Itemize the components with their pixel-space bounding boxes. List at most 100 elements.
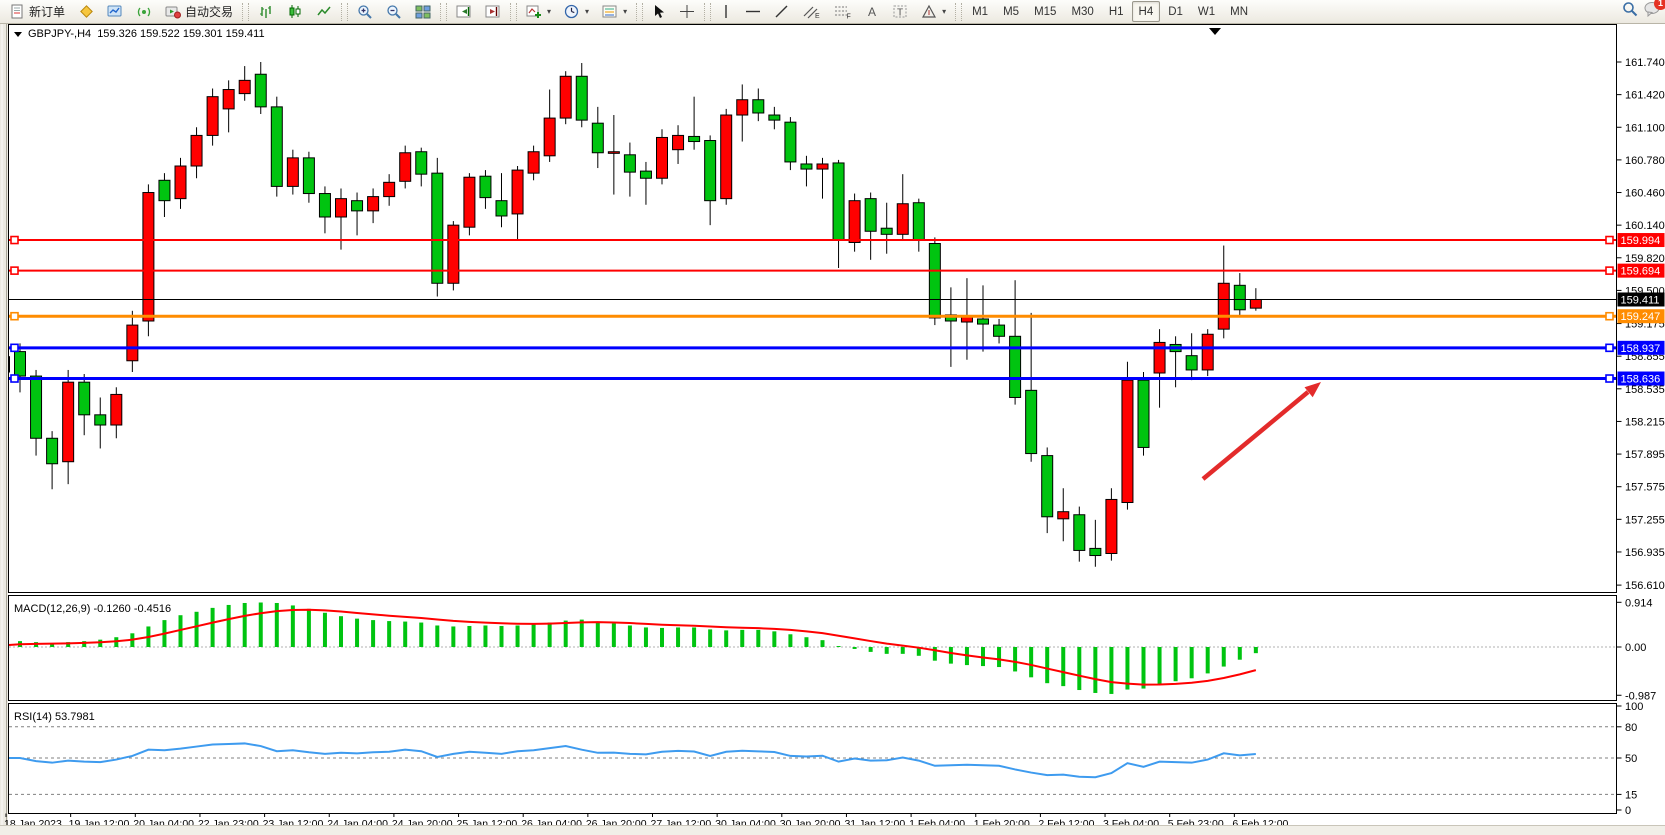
new-order-button[interactable]: 新订单: [4, 1, 71, 22]
metaeditor-button[interactable]: [72, 1, 100, 22]
svg-text:26 Jan 04:00: 26 Jan 04:00: [521, 818, 582, 825]
svg-text:20 Jan 04:00: 20 Jan 04:00: [133, 818, 194, 825]
chart-shift-icon: [485, 4, 501, 19]
toolbar-separator: [955, 2, 963, 21]
chart-window: 161.740 161.420 161.100 160.780 160.460 160.1…: [0, 24, 1665, 830]
trendline-button[interactable]: [768, 1, 796, 22]
svg-text:160.460: 160.460: [1625, 188, 1665, 200]
svg-text:25 Jan 12:00: 25 Jan 12:00: [457, 818, 518, 825]
chart-shift-button[interactable]: [479, 1, 507, 22]
svg-text:5 Feb 23:00: 5 Feb 23:00: [1168, 818, 1224, 825]
svg-text:157.575: 157.575: [1625, 482, 1665, 494]
timeframe-m5-label: M5: [1003, 5, 1020, 18]
svg-text:24 Jan 20:00: 24 Jan 20:00: [392, 818, 453, 825]
timeframe-m1[interactable]: M1: [965, 1, 995, 22]
indicators-icon: [526, 4, 542, 19]
timeframe-h4-label: H4: [1138, 5, 1154, 18]
macd-signal-line: [8, 608, 1257, 686]
svg-text:2 Feb 12:00: 2 Feb 12:00: [1038, 818, 1094, 825]
candlestick-series: [9, 62, 1262, 567]
text-label-icon: T: [892, 4, 908, 19]
svg-text:161.100: 161.100: [1625, 122, 1665, 134]
shapes-button[interactable]: ▾: [915, 1, 952, 22]
channel-button[interactable]: E: [797, 1, 827, 22]
market-watch-button[interactable]: [101, 1, 129, 22]
templates-button[interactable]: ▾: [596, 1, 633, 22]
svg-text:158.937: 158.937: [1621, 343, 1661, 355]
tile-windows-icon: [415, 4, 431, 19]
chart-shift-marker-icon: [1209, 28, 1221, 35]
text-button[interactable]: A: [859, 1, 885, 22]
collapse-triangle-icon[interactable]: [14, 32, 22, 37]
text-label-button[interactable]: T: [886, 1, 914, 22]
svg-text:22 Jan 23:00: 22 Jan 23:00: [198, 818, 259, 825]
search-icon[interactable]: [1622, 1, 1638, 22]
tile-windows-button[interactable]: [409, 1, 437, 22]
horizontal-line-button[interactable]: [739, 1, 767, 22]
svg-text:26 Jan 20:00: 26 Jan 20:00: [586, 818, 647, 825]
trendline-icon: [774, 4, 790, 19]
horizontal-line-objects: [9, 235, 1616, 383]
timeframe-w1-label: W1: [1197, 5, 1216, 18]
macd-indicator-label: MACD(12,26,9) -0.1260 -0.4516: [14, 603, 172, 615]
dropdown-caret-icon[interactable]: ▾: [585, 7, 590, 16]
candlestick-button[interactable]: [281, 1, 309, 22]
main-toolbar: 新订单 自动交易 ▾ ▾ ▾ E F A T ▾ M1 M5 M15 M30 H1 H4 D1 W1 MN 1: [0, 0, 1665, 24]
autotrading-button[interactable]: 自动交易: [159, 1, 239, 22]
crosshair-button[interactable]: [673, 1, 701, 22]
svg-text:6 Feb 12:00: 6 Feb 12:00: [1232, 818, 1288, 825]
price-axis: 161.740 161.420 161.100 160.780 160.460 160.1…: [1616, 57, 1665, 592]
timeframe-d1[interactable]: D1: [1161, 1, 1190, 22]
horizontal-line-icon: [745, 4, 761, 19]
svg-text:157.895: 157.895: [1625, 449, 1665, 461]
chart-canvas[interactable]: 161.740 161.420 161.100 160.780 160.460 160.1…: [0, 24, 1665, 830]
line-chart-button[interactable]: [310, 1, 338, 22]
auto-scroll-button[interactable]: [450, 1, 478, 22]
zoom-out-button[interactable]: [380, 1, 408, 22]
axis-price-flags: 159.994 159.694 159.411 159.247 158.937 158.6…: [1617, 233, 1665, 386]
signals-button[interactable]: [130, 1, 158, 22]
timeframe-m5[interactable]: M5: [996, 1, 1026, 22]
bar-chart-button[interactable]: [252, 1, 280, 22]
bar-chart-icon: [258, 4, 274, 19]
timeframe-w1[interactable]: W1: [1191, 1, 1222, 22]
autotrading-icon: [165, 4, 182, 19]
zoom-in-button[interactable]: [351, 1, 379, 22]
indicators-button[interactable]: ▾: [520, 1, 557, 22]
timeframe-h4[interactable]: H4: [1131, 1, 1161, 22]
symbol-period-label: GBPJPY-,H4: [28, 28, 92, 40]
timeframe-m15[interactable]: M15: [1027, 1, 1063, 22]
trend-arrow-object[interactable]: [1201, 382, 1321, 481]
timeframe-mn[interactable]: MN: [1223, 1, 1255, 22]
svg-text:19 Jan 12:00: 19 Jan 12:00: [69, 818, 130, 825]
vertical-line-button[interactable]: [714, 1, 738, 22]
timeframe-d1-label: D1: [1168, 5, 1183, 18]
dropdown-caret-icon[interactable]: ▾: [547, 7, 552, 16]
zoom-in-icon: [357, 4, 373, 19]
vertical-line-icon: [720, 4, 732, 19]
toolbar-separator: [341, 2, 349, 21]
notifications-button[interactable]: 1: [1644, 0, 1665, 22]
ohlc-values: 159.326 159.522 159.301 159.411: [97, 28, 265, 40]
candlestick-icon: [287, 4, 303, 19]
svg-text:A: A: [868, 5, 876, 19]
dropdown-caret-icon[interactable]: ▾: [942, 7, 947, 16]
timeframe-m30[interactable]: M30: [1064, 1, 1100, 22]
svg-text:158.636: 158.636: [1621, 374, 1661, 386]
fibonacci-button[interactable]: F: [828, 1, 858, 22]
cursor-button[interactable]: [646, 1, 672, 22]
auto-scroll-icon: [456, 4, 472, 19]
dropdown-caret-icon[interactable]: ▾: [623, 7, 628, 16]
timeframe-h1[interactable]: H1: [1102, 1, 1131, 22]
svg-text:158.535: 158.535: [1625, 384, 1665, 396]
charts-icon: [107, 4, 123, 19]
timeframe-mn-label: MN: [1230, 5, 1249, 18]
periods-button[interactable]: ▾: [558, 1, 595, 22]
timeframe-m30-label: M30: [1071, 5, 1094, 18]
periods-icon: [564, 4, 580, 19]
svg-text:156.935: 156.935: [1625, 547, 1665, 559]
toolbar-separator: [440, 2, 448, 21]
editor-icon: [78, 4, 94, 19]
rsi-panel: 100 80 50 15 0: [9, 701, 1643, 817]
